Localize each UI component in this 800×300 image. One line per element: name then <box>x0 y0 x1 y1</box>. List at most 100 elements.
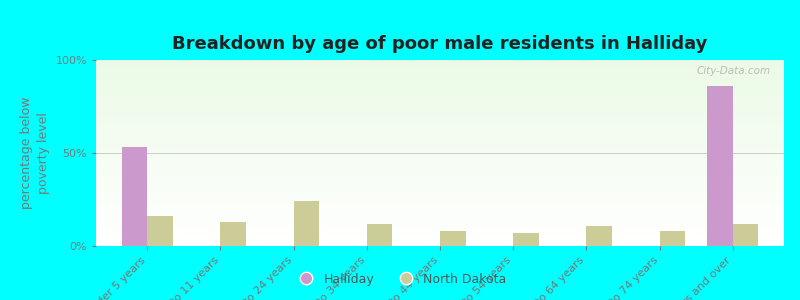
Bar <box>96 201 784 202</box>
Bar <box>96 97 784 98</box>
Bar <box>96 216 784 217</box>
Bar <box>96 157 784 158</box>
Bar <box>96 165 784 166</box>
Bar <box>96 94 784 95</box>
Bar <box>96 171 784 172</box>
Bar <box>96 110 784 111</box>
Bar <box>96 84 784 85</box>
Bar <box>96 76 784 77</box>
Bar <box>96 175 784 176</box>
Bar <box>96 241 784 242</box>
Bar <box>96 89 784 90</box>
Bar <box>96 180 784 181</box>
Bar <box>96 239 784 240</box>
Bar <box>96 81 784 82</box>
Bar <box>96 145 784 146</box>
Bar <box>96 170 784 171</box>
Bar <box>96 179 784 180</box>
Bar <box>96 162 784 163</box>
Bar <box>367 224 393 246</box>
Bar <box>96 188 784 189</box>
Y-axis label: percentage below
poverty level: percentage below poverty level <box>20 97 50 209</box>
Bar <box>96 190 784 191</box>
Bar <box>96 117 784 118</box>
Bar <box>96 159 784 160</box>
Bar <box>96 169 784 170</box>
Bar <box>96 212 784 214</box>
Bar <box>96 108 784 109</box>
Bar <box>96 63 784 64</box>
Bar <box>96 152 784 153</box>
Bar <box>96 105 784 106</box>
Bar <box>96 123 784 124</box>
Bar <box>96 77 784 78</box>
Bar <box>96 211 784 212</box>
Bar <box>96 132 784 133</box>
Bar <box>96 125 784 126</box>
Bar <box>96 203 784 204</box>
Bar <box>96 64 784 66</box>
Bar <box>96 114 784 115</box>
Bar <box>96 124 784 125</box>
Bar <box>96 109 784 110</box>
Bar <box>96 111 784 112</box>
Bar <box>96 173 784 174</box>
Bar <box>96 91 784 92</box>
Bar <box>96 113 784 114</box>
Bar <box>96 167 784 168</box>
Bar <box>96 90 784 91</box>
Bar <box>96 185 784 187</box>
Bar <box>96 99 784 100</box>
Bar <box>96 223 784 224</box>
Bar <box>96 207 784 208</box>
Bar <box>96 196 784 197</box>
Bar <box>96 206 784 207</box>
Bar <box>96 118 784 119</box>
Bar <box>96 142 784 143</box>
Bar <box>96 164 784 165</box>
Bar <box>96 197 784 198</box>
Bar <box>96 184 784 185</box>
Bar <box>96 200 784 201</box>
Bar <box>96 204 784 205</box>
Bar <box>294 201 319 246</box>
Bar <box>96 100 784 101</box>
Bar <box>96 83 784 84</box>
Bar <box>96 217 784 218</box>
Bar <box>96 181 784 182</box>
Bar <box>96 69 784 70</box>
Bar <box>96 138 784 139</box>
Bar <box>96 79 784 80</box>
Bar <box>96 153 784 154</box>
Bar <box>96 72 784 73</box>
Bar <box>96 227 784 228</box>
Bar <box>96 208 784 209</box>
Bar <box>96 147 784 148</box>
Bar <box>96 137 784 138</box>
Bar <box>96 126 784 127</box>
Bar <box>96 95 784 96</box>
Bar <box>96 193 784 194</box>
Bar <box>96 233 784 234</box>
Bar <box>96 230 784 231</box>
Bar <box>96 86 784 87</box>
Bar <box>96 238 784 239</box>
Bar <box>96 106 784 107</box>
Bar <box>96 127 784 128</box>
Bar <box>96 115 784 116</box>
Bar <box>96 191 784 192</box>
Bar <box>96 194 784 195</box>
Bar <box>96 209 784 210</box>
Bar <box>96 141 784 142</box>
Bar <box>96 102 784 103</box>
Bar <box>96 232 784 233</box>
Bar <box>96 163 784 164</box>
Bar <box>96 226 784 227</box>
Bar <box>96 61 784 62</box>
Bar <box>96 195 784 196</box>
Bar <box>96 67 784 68</box>
Bar <box>96 244 784 245</box>
Bar <box>96 210 784 211</box>
Bar <box>96 133 784 134</box>
Bar <box>96 245 784 246</box>
